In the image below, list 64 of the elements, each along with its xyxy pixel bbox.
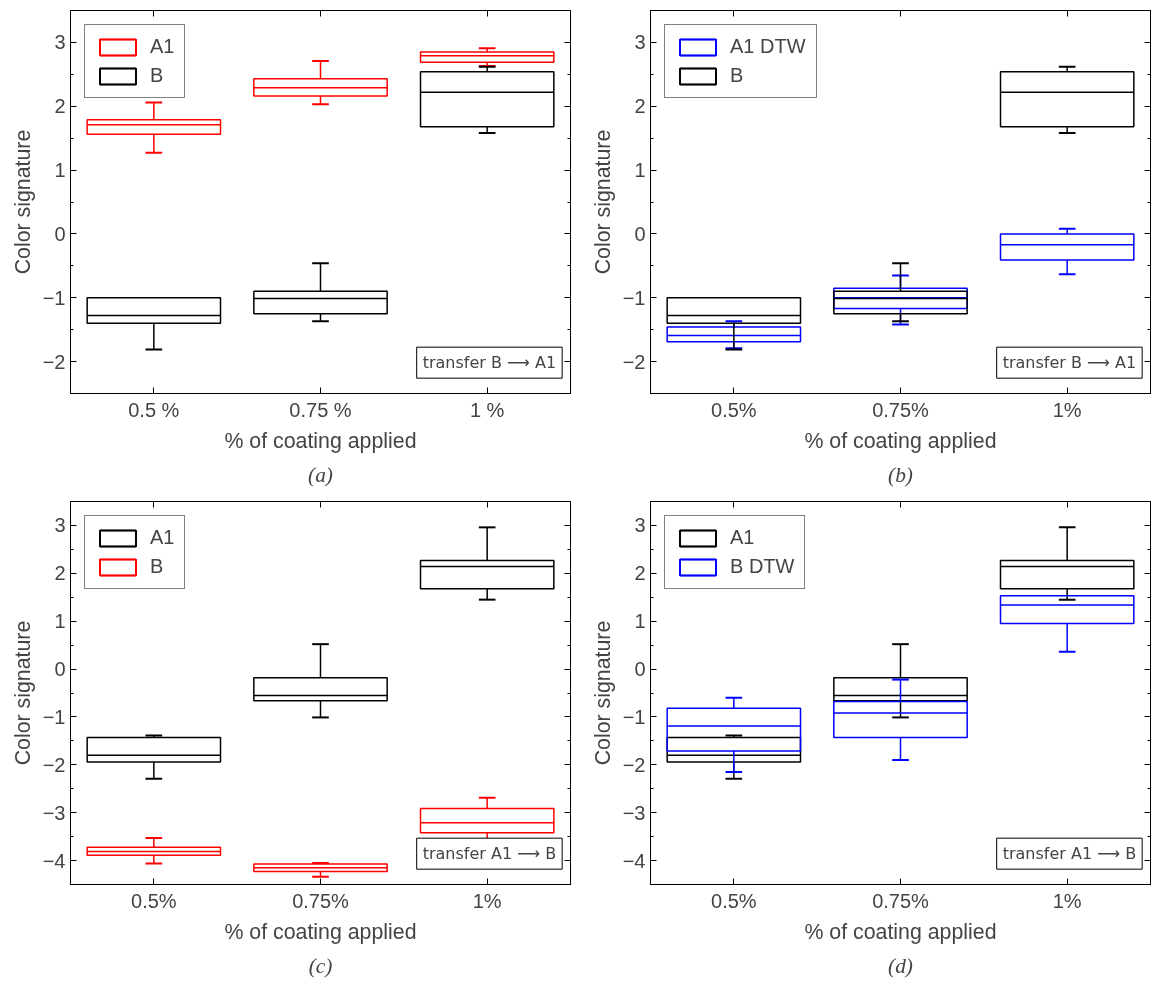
annotation: transfer A1 ⟶ B [1002,844,1137,864]
x-axis-title: % of coating applied [804,428,997,453]
y-axis-title: Color signature [10,129,35,275]
y-tick-label: 1 [54,159,66,182]
text: (a) [308,462,333,487]
y-tick-label: 3 [54,31,66,54]
y-tick-label: −1 [622,705,646,728]
y-tick-label: −3 [622,801,646,824]
annotation: transfer B ⟶ A1 [422,353,557,373]
x-axis-title: % of coating applied [224,919,417,944]
y-tick-label: −2 [42,350,66,373]
y-tick-label: 1 [54,610,66,633]
y-tick-label: −2 [622,350,646,373]
y-tick-label: 2 [634,562,646,585]
x-tick-label: 0.75 % [289,398,352,421]
y-tick-label: −2 [622,753,646,776]
y-tick-label: 0 [54,658,66,681]
y-tick-label: −2 [42,753,66,776]
x-axis-title: % of coating applied [224,428,417,453]
y-tick-label: 3 [634,514,646,537]
x-tick-label: 1% [472,889,502,912]
legend-label: B [150,555,165,578]
annotation: transfer B ⟶ A1 [1002,353,1137,373]
y-tick-label: 0 [634,222,646,245]
y-tick-label: −1 [42,286,66,309]
y-axis-title: Color signature [590,620,615,766]
legend-label: A1 [730,526,755,549]
legend-label: B DTW [730,555,795,578]
x-tick-label: 0.75% [292,889,350,912]
y-tick-label: 2 [54,562,66,585]
y-tick-label: 3 [54,514,66,537]
y-tick-label: 3 [634,31,646,54]
y-tick-label: 2 [54,95,66,118]
y-tick-label: −3 [42,801,66,824]
x-tick-label: 1 % [469,398,505,421]
y-tick-label: 1 [634,159,646,182]
y-axis-title: Color signature [10,620,35,766]
y-tick-label: 1 [634,610,646,633]
text: (c) [308,953,333,978]
y-tick-label: 0 [634,658,646,681]
x-tick-label: 0.5% [711,398,757,421]
x-tick-label: 1% [1052,398,1082,421]
x-tick-label: 0.5% [131,889,177,912]
x-tick-label: 1% [1052,889,1082,912]
legend-label: B [730,64,745,87]
y-tick-label: 0 [54,222,66,245]
legend-label: A1 [150,526,175,549]
x-tick-label: 0.5% [711,889,757,912]
text: (d) [888,953,913,978]
y-tick-label: −1 [622,286,646,309]
legend-label: A1 DTW [730,35,806,58]
y-tick-label: 2 [634,95,646,118]
x-tick-label: 0.75% [872,398,930,421]
y-tick-label: −4 [42,849,66,872]
legend-label: B [150,64,165,87]
y-axis-title: Color signature [590,129,615,275]
y-tick-label: −4 [622,849,646,872]
x-tick-label: 0.5 % [128,398,180,421]
annotation: transfer A1 ⟶ B [422,844,557,864]
x-tick-label: 0.75% [872,889,930,912]
y-tick-label: −1 [42,705,66,728]
x-axis-title: % of coating applied [804,919,997,944]
text: (b) [888,462,913,487]
legend-label: A1 [150,35,175,58]
